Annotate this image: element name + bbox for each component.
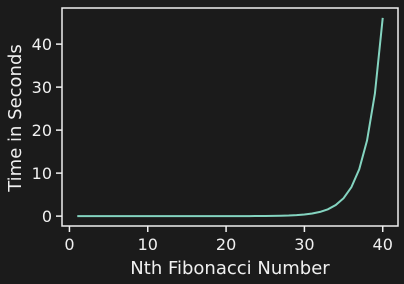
- x-axis-label: Nth Fibonacci Number: [130, 258, 330, 279]
- x-tick-label: 30: [294, 235, 314, 254]
- y-tick-label: 10: [32, 164, 52, 183]
- y-tick-label: 0: [42, 207, 52, 226]
- x-tick-label: 40: [373, 235, 393, 254]
- y-axis-label: Time in Seconds: [5, 44, 26, 193]
- x-tick-label: 10: [138, 235, 158, 254]
- x-tick-label: 20: [216, 235, 236, 254]
- y-tick-label: 40: [32, 35, 52, 54]
- y-tick-label: 20: [32, 121, 52, 140]
- y-tick-label: 30: [32, 78, 52, 97]
- data-line: [77, 17, 384, 218]
- x-tick-label: 0: [64, 235, 74, 254]
- plot-frame: [61, 7, 399, 227]
